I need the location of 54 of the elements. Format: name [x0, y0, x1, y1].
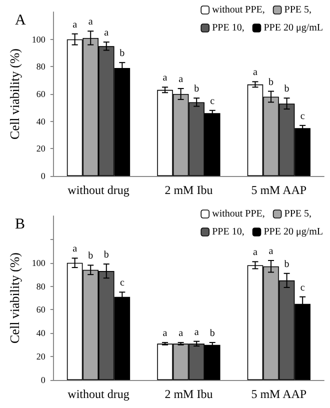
- y-tick-label: 80: [36, 62, 46, 72]
- annotation: b: [284, 84, 290, 95]
- y-tick-label: 60: [36, 89, 46, 99]
- y-tick-label: 60: [36, 304, 46, 315]
- annotation: c: [120, 278, 125, 289]
- y-tick-label: 0: [40, 171, 46, 181]
- annotation: a: [88, 16, 94, 28]
- y-tick-label: 20: [36, 144, 46, 154]
- legend-label: PPE 5,: [284, 4, 312, 16]
- x-tick-label: 5 mM AAP: [251, 387, 307, 401]
- annotation: b: [210, 328, 215, 340]
- annotation: b: [88, 250, 94, 262]
- legend-label: without PPE,: [212, 4, 265, 16]
- chart-title: A: [15, 12, 26, 28]
- annotation: a: [72, 19, 78, 30]
- annotation: a: [72, 244, 78, 255]
- annotation: a: [162, 328, 168, 340]
- legend-label: PPE 20 μg/mL: [264, 226, 324, 238]
- y-axis-title: Cell viability (%): [7, 48, 22, 140]
- annotation: c: [210, 96, 216, 107]
- annotation: a: [252, 67, 258, 78]
- y-tick-label: 100: [32, 34, 46, 44]
- annotation: a: [268, 246, 274, 258]
- annotation: b: [104, 250, 109, 261]
- x-tick-label: 2 mM Ibu: [164, 183, 213, 197]
- annotation: a: [252, 247, 258, 258]
- annotation: c: [300, 282, 306, 294]
- y-tick-label: 40: [36, 328, 46, 338]
- y-axis-title: Cell viability (%): [7, 252, 22, 344]
- legend-label: PPE 10,: [212, 22, 244, 34]
- x-tick-label: 5 mM AAP: [251, 183, 307, 197]
- annotation: a: [194, 326, 200, 338]
- x-tick-label: 2 mM Ibu: [164, 387, 213, 401]
- y-tick-label: 40: [36, 116, 46, 126]
- annotation: a: [178, 74, 184, 86]
- annotation: a: [104, 28, 110, 39]
- annotation: b: [268, 76, 274, 88]
- annotation: a: [178, 328, 184, 340]
- legend-label: PPE 20 μg/mL: [264, 22, 324, 34]
- legend-label: without PPE,: [212, 208, 265, 220]
- y-tick-label: 0: [40, 375, 46, 385]
- x-tick-label: without drug: [68, 387, 130, 401]
- annotation: b: [194, 84, 200, 95]
- legend-label: PPE 10,: [212, 226, 244, 238]
- y-tick-label: 100: [32, 258, 46, 268]
- y-tick-label: 20: [36, 352, 46, 362]
- y-tick-label: 80: [36, 281, 46, 292]
- chart-title: B: [15, 216, 26, 232]
- legend-label: PPE 5,: [284, 208, 312, 220]
- x-tick-label: without drug: [68, 183, 130, 197]
- annotation: b: [120, 48, 125, 60]
- annotation: a: [162, 72, 168, 84]
- annotation: b: [284, 258, 290, 270]
- annotation: c: [300, 110, 306, 122]
